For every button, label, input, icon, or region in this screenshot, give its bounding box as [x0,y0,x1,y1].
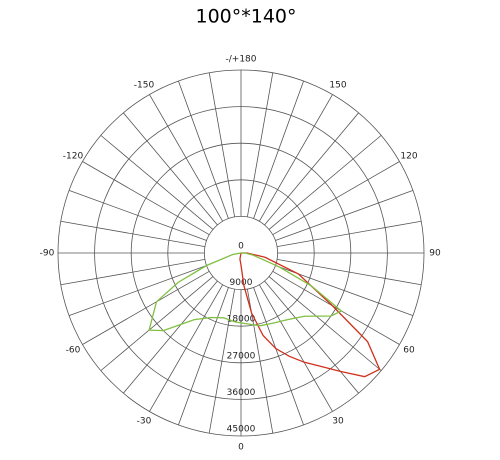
angle-tick-label: 60 [403,346,415,356]
angle-tick-label: -/+180 [226,55,257,65]
r-tick-label: 45000 [227,425,256,435]
angle-tick-label: -60 [66,346,81,356]
r-tick-label: 0 [238,242,244,252]
angle-tick-label: 120 [400,152,417,162]
angle-tick-label: 150 [329,80,346,90]
angle-tick-label: -120 [63,152,84,162]
angle-tick-label: 90 [429,249,441,259]
curve [239,252,381,378]
angle-tick-label: 30 [332,417,344,427]
r-tick-label: 27000 [227,351,256,361]
grid-ring [94,106,388,400]
r-tick-label: 18000 [227,315,256,325]
grid-ring [57,69,425,437]
curve [148,252,343,332]
grid-ring [203,215,278,290]
angle-tick-label: -30 [137,417,152,427]
grid-ring [130,142,352,364]
chart-title: 100°*140° [195,6,296,28]
angle-tick-label: -150 [134,80,155,90]
r-tick-label: 36000 [227,388,256,398]
angle-tick-label: 0 [238,443,244,453]
r-tick-label: 9000 [230,278,253,288]
grid-ring [167,179,315,327]
angle-tick-label: -90 [40,249,55,259]
